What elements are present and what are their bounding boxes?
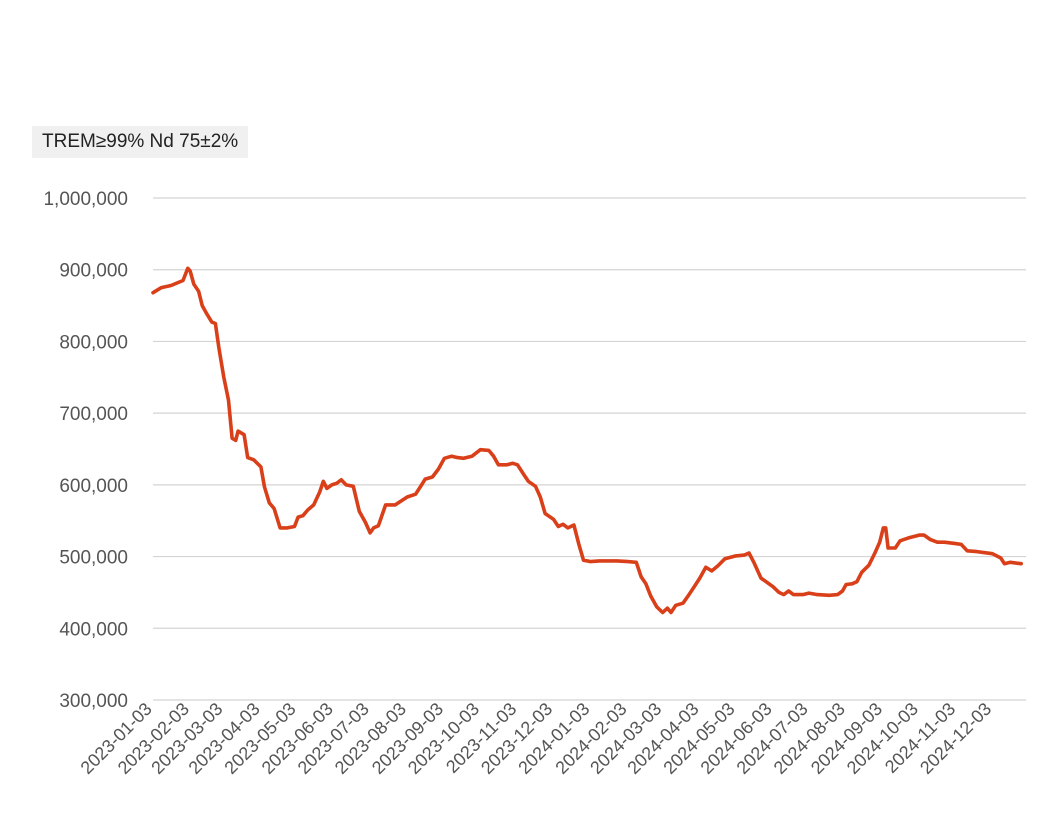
series-line [151, 266, 1024, 615]
x-axis: 2023-01-032023-02-032023-03-032023-04-03… [77, 699, 996, 778]
gridlines [153, 197, 1026, 701]
y-tick-label: 800,000 [59, 332, 128, 353]
series-layer [151, 266, 1024, 615]
y-tick-label: 400,000 [59, 619, 128, 640]
y-tick-label: 700,000 [59, 404, 128, 425]
series-legend-label: TREM≥99% Nd 75±2% [32, 126, 249, 158]
y-tick-label: 600,000 [59, 476, 128, 497]
y-tick-label: 300,000 [59, 691, 128, 712]
y-axis: 1,000,000 900,000 800,000 700,000 600,000 500… [43, 189, 128, 712]
y-tick-label: 900,000 [59, 261, 128, 282]
y-tick-label: 500,000 [59, 548, 128, 569]
y-tick-label: 1,000,000 [43, 189, 128, 210]
